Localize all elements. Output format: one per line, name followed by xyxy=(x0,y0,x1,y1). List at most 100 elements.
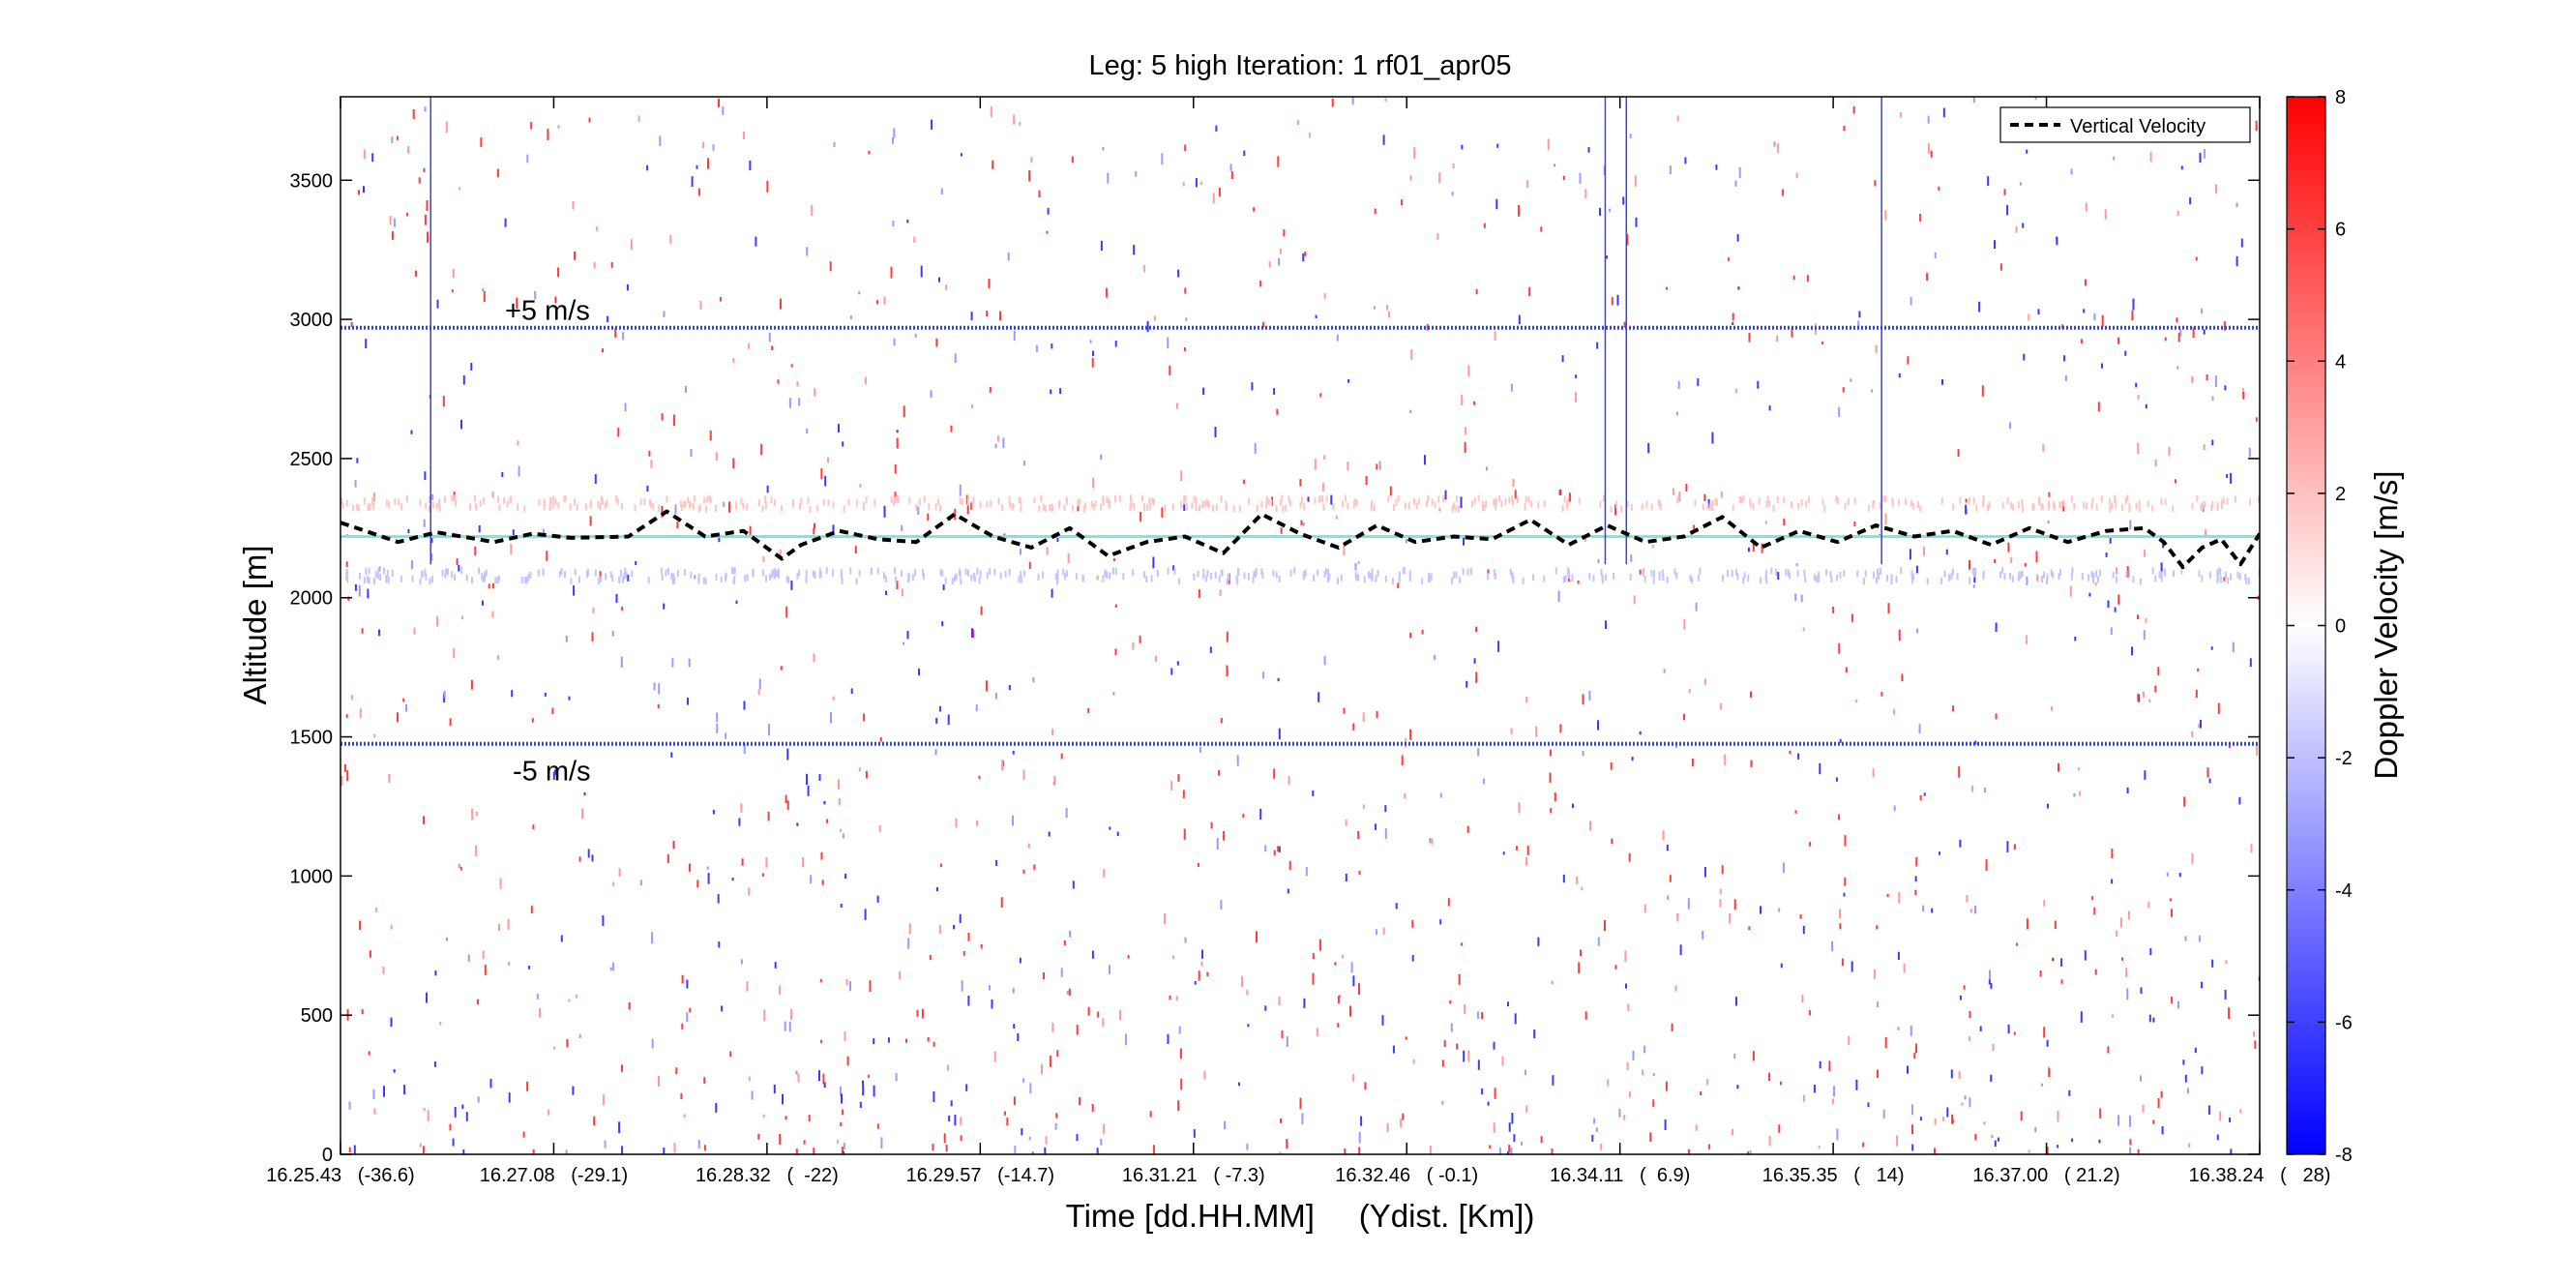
speckle-mark xyxy=(1554,164,1555,167)
sidelobe-mark xyxy=(1602,494,1605,502)
speckle-mark xyxy=(396,135,399,140)
speckle-mark xyxy=(1635,217,1638,227)
speckle-mark xyxy=(1318,692,1320,702)
speckle-mark xyxy=(1958,766,1961,778)
speckle-mark xyxy=(1438,507,1441,512)
speckle-mark xyxy=(830,711,832,724)
speckle-mark xyxy=(1857,320,1860,330)
sidelobe-mark xyxy=(1910,577,1913,584)
speckle-mark xyxy=(1401,199,1404,206)
speckle-mark xyxy=(1952,1119,1955,1123)
speckle-mark xyxy=(2047,803,2049,809)
speckle-mark xyxy=(611,631,614,637)
sidelobe-mark xyxy=(1926,578,1929,585)
speckle-mark xyxy=(410,560,413,570)
speckle-mark xyxy=(2064,374,2067,381)
speckle-mark xyxy=(2145,617,2147,623)
sidelobe-mark xyxy=(497,575,500,582)
speckle-mark xyxy=(814,522,815,529)
speckle-mark xyxy=(840,1086,842,1096)
speckle-mark xyxy=(1046,230,1049,234)
chart-title: Leg: 5 high Iteration: 1 rf01_apr05 xyxy=(1089,50,1512,81)
speckle-mark xyxy=(1409,632,1412,639)
speckle-mark xyxy=(1200,961,1203,967)
speckle-mark xyxy=(658,682,661,695)
speckle-mark xyxy=(1685,484,1688,492)
sidelobe-mark xyxy=(1037,574,1040,582)
speckle-mark xyxy=(1683,713,1685,721)
speckle-mark xyxy=(1152,556,1155,569)
speckle-mark xyxy=(1627,1003,1630,1011)
speckle-mark xyxy=(2201,308,2204,314)
sidelobe-mark xyxy=(2070,495,2073,503)
sidelobe-mark xyxy=(1408,570,1411,578)
speckle-mark xyxy=(1004,1111,1006,1116)
sidelobe-mark xyxy=(697,573,700,581)
speckle-mark xyxy=(431,493,434,500)
speckle-mark xyxy=(1934,252,1937,259)
speckle-mark xyxy=(837,1140,839,1144)
sidelobe-mark xyxy=(908,496,911,504)
speckle-mark xyxy=(1839,923,1842,930)
speckle-mark xyxy=(1884,210,1887,221)
speckle-mark xyxy=(1226,631,1229,642)
speckle-mark xyxy=(1614,965,1617,970)
speckle-mark xyxy=(1768,1072,1771,1081)
speckle-mark xyxy=(459,187,461,191)
speckle-mark xyxy=(1246,1143,1249,1150)
speckle-mark xyxy=(1198,970,1200,981)
speckle-mark xyxy=(1572,803,1574,808)
speckle-mark xyxy=(388,773,391,783)
speckle-mark xyxy=(373,492,375,502)
speckle-mark xyxy=(1614,504,1616,516)
speckle-mark xyxy=(1911,1124,1913,1135)
speckle-mark xyxy=(1914,876,1917,882)
speckle-mark xyxy=(1821,341,1824,345)
sidelobe-mark xyxy=(1969,577,1971,584)
sidelobe-mark xyxy=(2173,570,2175,578)
speckle-mark xyxy=(1907,356,1910,365)
speckle-mark xyxy=(661,413,664,421)
speckle-mark xyxy=(1946,1107,1949,1118)
speckle-mark xyxy=(1253,207,1256,212)
sidelobe-mark xyxy=(1281,494,1284,502)
speckle-mark xyxy=(2149,152,2152,163)
sidelobe-mark xyxy=(400,503,403,511)
speckle-mark xyxy=(1973,574,1976,583)
speckle-mark xyxy=(1897,951,1900,960)
speckle-mark xyxy=(430,537,433,544)
speckle-mark xyxy=(2195,256,2198,261)
speckle-mark xyxy=(389,216,392,225)
speckle-mark xyxy=(1876,925,1879,930)
speckle-mark xyxy=(797,1073,800,1083)
sidelobe-mark xyxy=(895,576,898,583)
legend: Vertical Velocity xyxy=(1999,106,2251,143)
y-tick-label: 1000 xyxy=(290,866,334,887)
speckle-mark xyxy=(1481,1088,1484,1095)
sidelobe-mark xyxy=(1260,500,1263,508)
speckle-mark xyxy=(885,590,887,595)
speckle-mark xyxy=(1220,900,1223,910)
sidelobe-mark xyxy=(482,575,485,582)
speckle-mark xyxy=(1424,455,1426,465)
speckle-mark xyxy=(1938,186,1940,191)
speckle-mark xyxy=(2043,1027,2046,1038)
sidelobe-mark xyxy=(1020,497,1022,505)
speckle-mark xyxy=(1795,563,1798,567)
sidelobe-mark xyxy=(990,499,992,507)
sidelobe-mark xyxy=(598,578,600,585)
speckle-mark xyxy=(2149,948,2152,956)
speckle-mark xyxy=(843,1150,844,1154)
sidelobe-mark xyxy=(1118,494,1121,502)
speckle-mark xyxy=(2117,1115,2119,1126)
speckle-mark xyxy=(1461,144,1464,150)
speckle-mark xyxy=(1002,437,1005,449)
sidelobe-mark xyxy=(363,497,366,505)
speckle-mark xyxy=(1934,1119,1937,1125)
speckle-mark xyxy=(1119,1010,1121,1021)
speckle-mark xyxy=(1273,768,1276,779)
x-tick-label: 16.28.32 ( -22) xyxy=(696,1165,839,1186)
speckle-mark xyxy=(639,880,642,886)
speckle-mark xyxy=(1839,909,1841,919)
sidelobe-mark xyxy=(1253,570,1256,578)
